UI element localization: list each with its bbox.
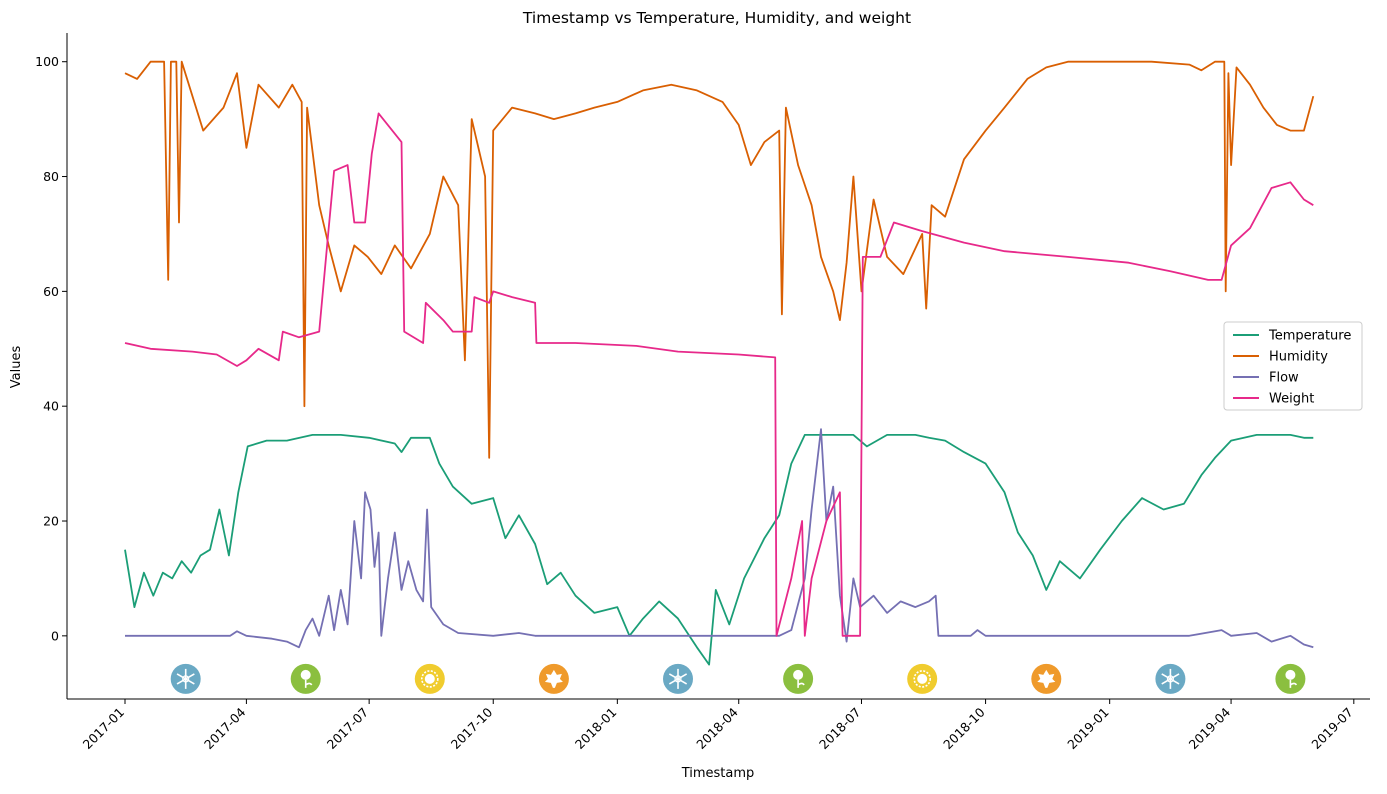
snowflake-arm xyxy=(1161,673,1180,685)
x-tick-label: 2017-04 xyxy=(201,704,249,752)
sun-disc xyxy=(917,673,928,684)
series-line-flow xyxy=(125,428,1314,649)
sun-rays xyxy=(420,670,439,688)
snowflake-core xyxy=(674,675,682,683)
series-layer xyxy=(124,60,1315,666)
season-icon-layer xyxy=(170,663,1306,694)
flower-stem xyxy=(797,679,805,688)
maple-leaf-icon xyxy=(538,663,569,694)
series-line-humidity xyxy=(124,60,1315,459)
x-tick-label: 2018-07 xyxy=(816,705,864,753)
y-axis-title: Values xyxy=(9,346,24,389)
flower-stem xyxy=(1289,679,1298,688)
sun-disc xyxy=(424,673,435,684)
x-axis-title: Timestamp xyxy=(681,766,755,781)
series-line-temperature xyxy=(124,433,1314,666)
y-tick-label: 100 xyxy=(35,54,59,69)
flower-head xyxy=(300,669,311,680)
chart-title: Timestamp vs Temperature, Humidity, and … xyxy=(522,9,911,27)
snowflake-core xyxy=(182,675,190,683)
y-tick-label: 40 xyxy=(43,399,59,414)
sun-icon xyxy=(907,663,938,694)
x-tick-label: 2017-07 xyxy=(324,704,372,752)
x-tick-label: 2019-07 xyxy=(1308,705,1356,753)
maple-leaf-icon xyxy=(1031,663,1062,694)
x-tick-label: 2018-10 xyxy=(940,705,988,753)
y-tick-label: 20 xyxy=(43,514,59,529)
flower-head xyxy=(793,669,804,680)
snowflake-arm xyxy=(176,673,195,685)
y-tick-label: 60 xyxy=(43,284,59,299)
flower-head xyxy=(1285,669,1296,680)
x-tick-label: 2019-04 xyxy=(1186,705,1234,753)
legend: Temperature Humidity Flow Weight xyxy=(1223,321,1363,411)
y-tick-label: 0 xyxy=(51,628,59,643)
legend-label: Weight xyxy=(1269,392,1314,407)
maple-leaf-shape xyxy=(1037,669,1056,688)
snowflake-arm xyxy=(668,673,688,685)
sun-icon xyxy=(414,663,445,694)
snowflake-icon xyxy=(170,663,201,694)
snowflake-icon xyxy=(663,663,693,694)
x-tick-label: 2019-01 xyxy=(1064,705,1112,753)
series-line-weight xyxy=(124,112,1314,637)
flower-icon xyxy=(783,663,814,694)
x-tick-label: 2018-04 xyxy=(693,704,741,752)
legend-label: Flow xyxy=(1269,371,1299,386)
x-tick-label: 2017-10 xyxy=(448,704,496,752)
maple-leaf-shape xyxy=(544,669,563,688)
flower-icon xyxy=(1275,663,1306,694)
x-tick-label: 2018-01 xyxy=(572,704,620,752)
y-tick-label: 80 xyxy=(43,169,59,184)
legend-label: Humidity xyxy=(1269,350,1328,365)
flower-stem xyxy=(304,679,313,688)
snowflake-core xyxy=(1166,675,1175,683)
axes: 0 20 40 60 80 100 2017-01 2017-04 2017-07 2017-10… xyxy=(35,33,1370,752)
flower-icon xyxy=(290,663,321,694)
sun-rays xyxy=(913,670,932,688)
legend-label: Temperature xyxy=(1268,329,1351,344)
legend-box xyxy=(1223,321,1363,411)
x-tick-label: 2017-01 xyxy=(80,705,128,753)
snowflake-icon xyxy=(1155,663,1186,694)
